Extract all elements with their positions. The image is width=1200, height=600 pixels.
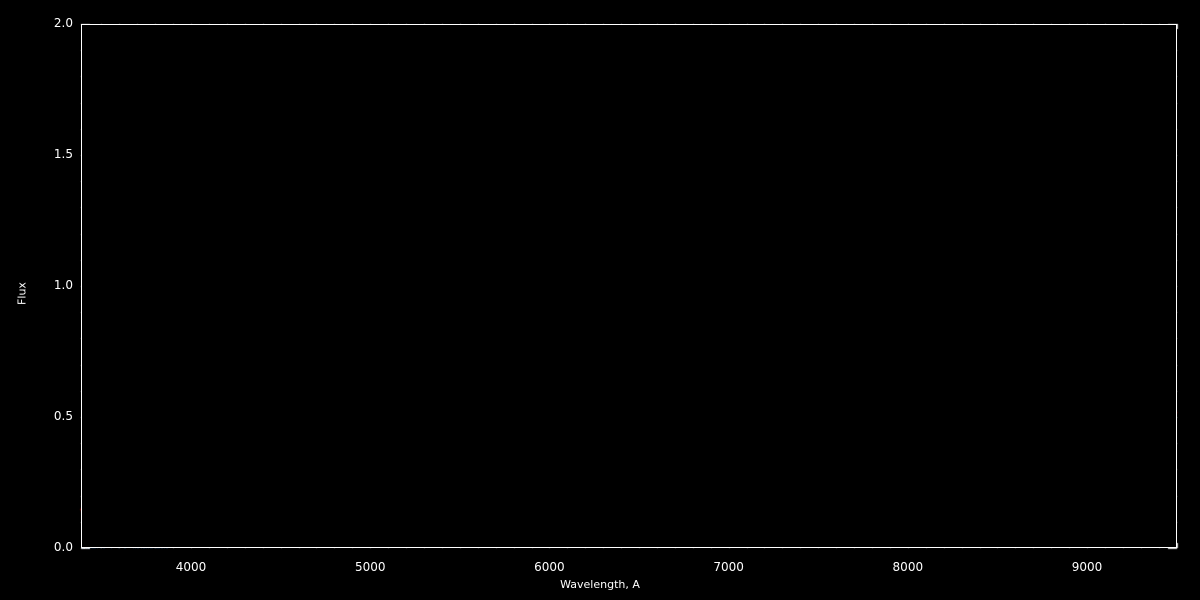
x-tick-label: 4000 bbox=[175, 560, 207, 574]
y-tick-label: 0.5 bbox=[53, 409, 73, 423]
x-tick-label: 9000 bbox=[1071, 560, 1103, 574]
y-tick-label: 1.0 bbox=[53, 278, 73, 292]
plot-frame bbox=[81, 24, 1177, 548]
y-tick-label: 2.0 bbox=[53, 16, 73, 30]
x-tick-label: 8000 bbox=[892, 560, 924, 574]
y-tick-label: 1.5 bbox=[53, 147, 73, 161]
y-tick-label: 0.0 bbox=[53, 540, 73, 554]
x-axis-label: Wavelength, A bbox=[560, 578, 640, 591]
x-tick-label: 5000 bbox=[354, 560, 386, 574]
x-tick-label: 6000 bbox=[534, 560, 565, 574]
x-tick-label: 7000 bbox=[713, 560, 744, 574]
y-axis-label: Flux bbox=[15, 282, 29, 305]
